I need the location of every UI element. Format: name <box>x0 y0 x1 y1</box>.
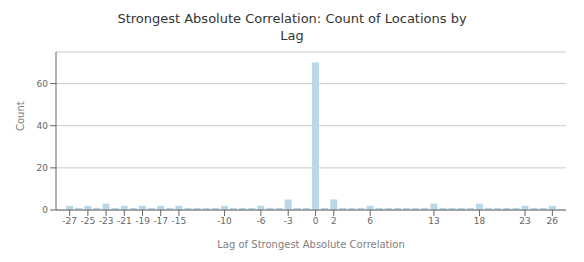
html-text:Strongest Absolute Correlation: Strongest Absolute Correlation: Count of… <box>117 11 467 26</box>
svg-text:13: 13 <box>428 216 439 226</box>
svg-text:40: 40 <box>37 121 49 131</box>
svg-text:2: 2 <box>331 216 337 226</box>
svg-text:-10: -10 <box>217 216 232 226</box>
svg-text:-6: -6 <box>256 216 265 226</box>
svg-text:Count: Count <box>15 101 26 131</box>
svg-text:-17: -17 <box>153 216 168 226</box>
svg-text:26: 26 <box>547 216 559 226</box>
html-text:Lag: Lag <box>280 28 304 43</box>
svg-text:-3: -3 <box>284 216 293 226</box>
svg-text:0: 0 <box>42 205 48 215</box>
svg-text:-27: -27 <box>62 216 77 226</box>
svg-text:-21: -21 <box>117 216 132 226</box>
svg-text:18: 18 <box>474 216 486 226</box>
svg-text:0: 0 <box>313 216 319 226</box>
svg-text:-23: -23 <box>99 216 114 226</box>
svg-text:6: 6 <box>367 216 373 226</box>
svg-text:-25: -25 <box>81 216 96 226</box>
svg-text:-19: -19 <box>135 216 150 226</box>
svg-text:60: 60 <box>37 79 49 89</box>
svg-text:23: 23 <box>519 216 530 226</box>
svg-text:-15: -15 <box>172 216 187 226</box>
svg-text:Lag of Strongest Absolute Corr: Lag of Strongest Absolute Correlation <box>217 239 405 250</box>
svg-text:20: 20 <box>37 163 49 173</box>
